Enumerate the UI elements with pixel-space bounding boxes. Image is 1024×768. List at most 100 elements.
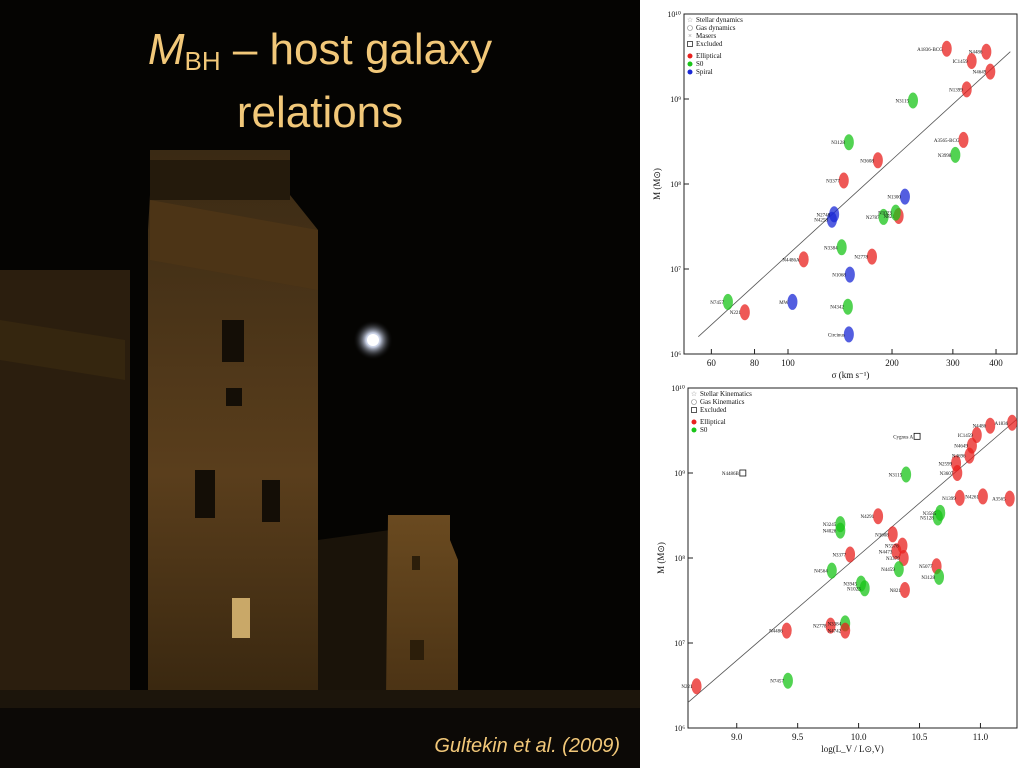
y-tick-label: 10⁹: [674, 469, 685, 478]
point-label: N3585: [923, 512, 937, 517]
x-tick-label: 10.5: [912, 732, 928, 742]
x-tick-label: 9.0: [731, 732, 743, 742]
point-label: N2787: [866, 216, 880, 221]
point-label: N4649: [973, 71, 987, 76]
point-label: N4291: [860, 515, 874, 520]
point-label: N2748: [817, 213, 831, 218]
data-point-excluded: [913, 432, 921, 440]
x-tick-label: 400: [989, 358, 1003, 368]
point-label: A3565-BCG: [934, 139, 960, 144]
point-label: N3608: [875, 533, 889, 538]
legend-entry: S0: [696, 60, 704, 68]
y-tick-label: 10⁷: [674, 639, 685, 648]
data-point: [893, 561, 904, 578]
legend-entry: Stellar Kinematics: [700, 390, 752, 398]
point-label: N4486: [769, 630, 783, 635]
data-point: [836, 239, 847, 256]
data-point: [907, 92, 918, 109]
x-axis-label: log(L_V / L⊙,V): [821, 744, 884, 754]
data-point: [825, 617, 836, 634]
y-tick-label: 10⁷: [670, 265, 681, 274]
legend-entry: Gas dynamics: [696, 24, 736, 32]
data-point: [866, 248, 877, 265]
data-point: [843, 326, 854, 343]
data-point: [901, 466, 912, 483]
title-line2: relations: [236, 88, 404, 137]
y-tick-label: 10⁶: [674, 724, 685, 733]
y-tick-label: 10⁹: [670, 95, 681, 104]
data-point: [781, 622, 792, 639]
data-point: [985, 417, 996, 434]
point-label: MW: [779, 301, 788, 306]
legend-marker-elliptical: [691, 419, 697, 425]
data-point: [951, 455, 962, 472]
data-point: [1004, 490, 1015, 507]
point-label: N4486B: [722, 472, 740, 477]
point-label: N3377: [832, 553, 846, 558]
x-tick-label: 10.0: [851, 732, 867, 742]
point-label: N3998: [938, 154, 952, 159]
legend-marker-circle: [687, 25, 693, 31]
data-point: [941, 40, 952, 57]
point-label: N1399: [942, 497, 956, 502]
legend-marker-s0: [691, 427, 697, 433]
point-label: IC1459: [958, 434, 974, 439]
point-label: N2778: [813, 625, 827, 630]
castle-night-photo: [0, 150, 640, 708]
data-point: [838, 172, 849, 189]
point-label: N3245: [823, 523, 837, 528]
data-point: [899, 582, 910, 599]
point-label: N4258: [814, 219, 828, 224]
data-point: [787, 293, 798, 310]
legend-marker-excluded: [691, 407, 697, 413]
data-point: [798, 251, 809, 268]
x-tick-label: 60: [707, 358, 717, 368]
data-point: [691, 678, 702, 695]
y-tick-label: 10¹⁰: [671, 384, 685, 393]
data-point: [782, 672, 793, 689]
x-tick-label: 9.5: [792, 732, 804, 742]
data-point: [934, 568, 945, 585]
y-tick-label: 10¹⁰: [667, 10, 681, 19]
data-point: [842, 298, 853, 315]
slide-title: MBH – host galaxy relations: [80, 24, 560, 139]
point-label: N7457: [710, 301, 724, 306]
legend-entry: Spiral: [696, 68, 713, 76]
point-label: N821: [890, 589, 902, 594]
point-label: N1068: [832, 274, 846, 279]
legend-marker-s0: [687, 61, 693, 67]
data-point: [845, 546, 856, 563]
point-label: N7457: [770, 680, 784, 685]
title-subscript: BH: [184, 46, 221, 76]
point-label: N5128: [920, 516, 934, 521]
point-label: IC1459: [953, 60, 969, 65]
point-label: N4486: [969, 51, 983, 56]
data-point: [722, 293, 733, 310]
data-point: [971, 426, 982, 443]
point-label: N4342: [830, 306, 844, 311]
legend-marker-spiral: [687, 69, 693, 75]
legend-entry: Excluded: [700, 406, 727, 414]
y-axis-label: M (M⊙): [652, 168, 662, 200]
data-point: [840, 622, 851, 639]
point-label: N1399: [949, 88, 963, 93]
data-point: [961, 81, 972, 98]
data-point: [977, 488, 988, 505]
data-point: [844, 266, 855, 283]
data-point: [897, 537, 908, 554]
point-label: N221: [730, 311, 742, 316]
data-point: [958, 131, 969, 148]
data-point: [859, 580, 870, 597]
point-label: N3608: [860, 159, 874, 164]
point-label: A1836: [995, 422, 1009, 427]
x-tick-label: 300: [946, 358, 960, 368]
data-point: [826, 562, 837, 579]
point-label: N821: [883, 215, 895, 220]
data-point-excluded: [739, 469, 747, 477]
point-label: N3945: [843, 583, 857, 588]
y-tick-label: 10⁸: [674, 554, 685, 563]
data-point: [950, 146, 961, 163]
y-tick-label: 10⁸: [670, 180, 681, 189]
data-point: [985, 63, 996, 80]
x-tick-label: 80: [750, 358, 760, 368]
